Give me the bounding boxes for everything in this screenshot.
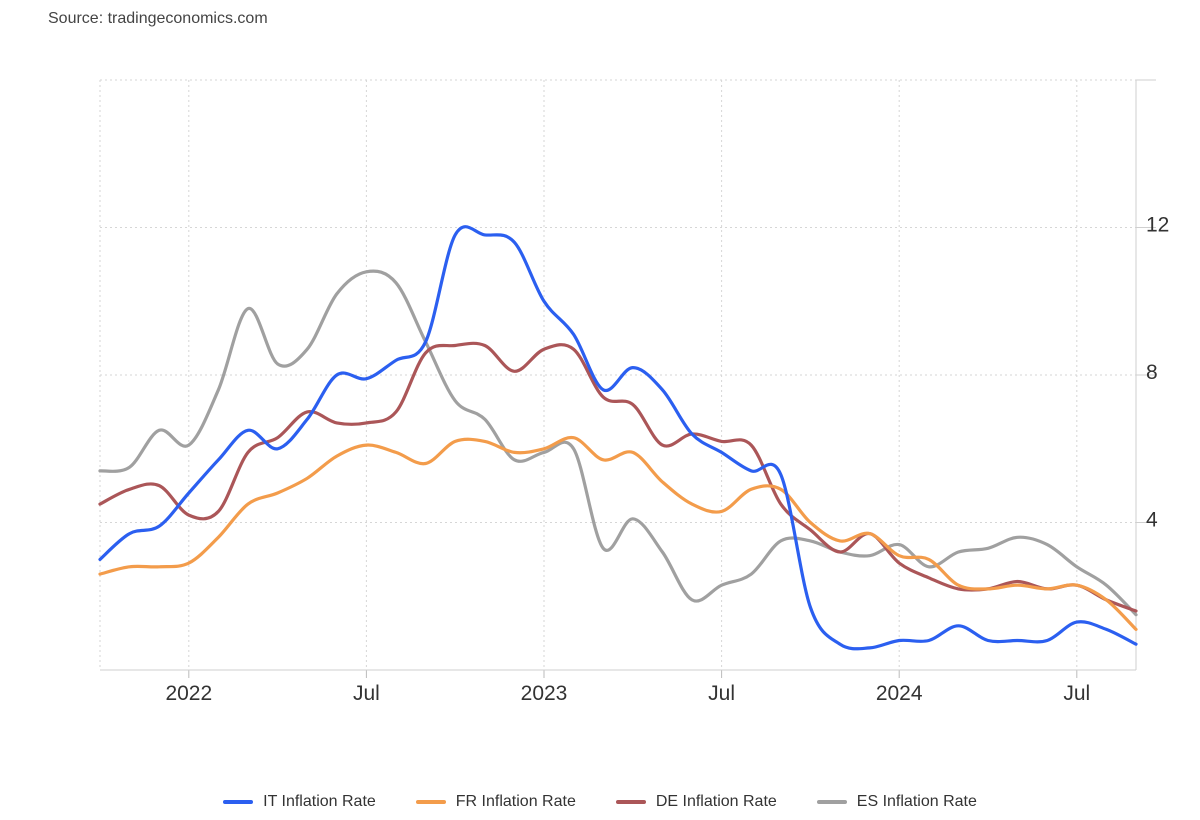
x-tick-label-2: 2023 (521, 682, 568, 705)
legend-swatch (415, 800, 446, 804)
x-axis-ticks: 2022 Jul 2023 Jul 2024 Jul (165, 682, 1090, 705)
x-tick-label-1: Jul (353, 682, 380, 705)
series-line-fr (98, 435, 1138, 631)
x-tick-label-0: 2022 (165, 682, 212, 705)
legend-label: IT Inflation Rate (263, 793, 376, 810)
y-tick-label-2: 12 (1146, 214, 1169, 237)
legend: IT Inflation Rate FR Inflation Rate DE Inf… (0, 793, 1200, 811)
y-tick-label-0: 4 (1146, 509, 1158, 532)
grid (99, 79, 1136, 670)
source-label: Source: tradingeconomics.com (48, 10, 268, 27)
series-line-it (98, 225, 1138, 651)
y-tick-label-1: 8 (1146, 361, 1158, 384)
x-tick-label-4: 2024 (876, 682, 923, 705)
legend-swatch (816, 800, 847, 804)
series-lines (98, 225, 1138, 651)
legend-item-de[interactable]: DE Inflation Rate (615, 793, 777, 811)
x-tick-label-3: Jul (708, 682, 735, 705)
series-line-de (98, 341, 1138, 613)
legend-label: DE Inflation Rate (655, 793, 777, 810)
legend-item-it[interactable]: IT Inflation Rate (223, 793, 376, 811)
y-axis-ticks: 4 8 12 (1146, 214, 1169, 532)
legend-item-fr[interactable]: FR Inflation Rate (415, 793, 576, 811)
series-line-es (98, 269, 1138, 617)
legend-label: ES Inflation Rate (856, 793, 977, 810)
legend-swatch (223, 800, 254, 804)
legend-label: FR Inflation Rate (455, 793, 576, 810)
line-chart: 2022 Jul 2023 Jul 2024 Jul 4 8 12 (98, 79, 1169, 705)
legend-item-es[interactable]: ES Inflation Rate (816, 793, 977, 811)
axes (100, 79, 1156, 678)
legend-swatch (615, 800, 646, 804)
x-tick-label-5: Jul (1063, 682, 1090, 705)
